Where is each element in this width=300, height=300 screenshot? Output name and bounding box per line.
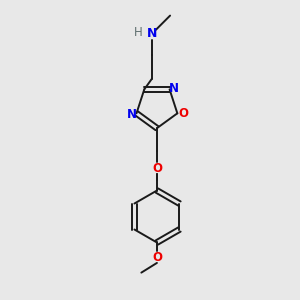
- Text: N: N: [146, 28, 157, 40]
- Text: O: O: [152, 161, 162, 175]
- Text: N: N: [127, 107, 137, 121]
- Text: N: N: [169, 82, 179, 95]
- Text: O: O: [152, 250, 162, 263]
- Text: H: H: [134, 26, 143, 39]
- Text: O: O: [178, 107, 188, 120]
